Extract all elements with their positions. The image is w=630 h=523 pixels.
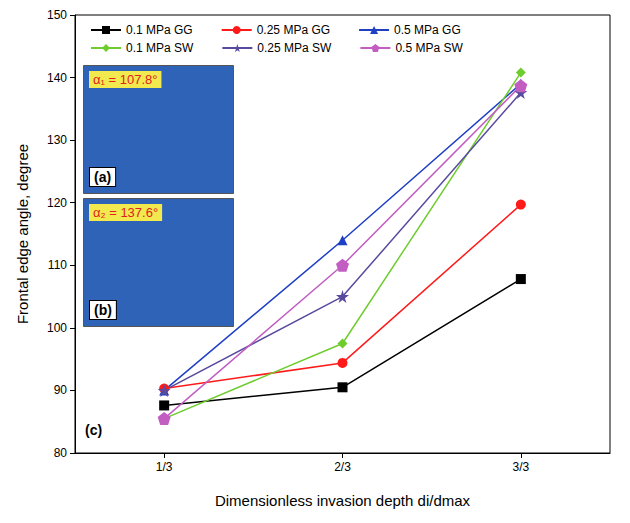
svg-text:1/3: 1/3 <box>156 460 173 474</box>
svg-text:0.5 MPa GG: 0.5 MPa GG <box>394 23 461 37</box>
svg-text:(b): (b) <box>94 302 112 318</box>
svg-text:(c): (c) <box>85 422 102 438</box>
svg-text:0.5 MPa SW: 0.5 MPa SW <box>395 41 463 55</box>
svg-text:80: 80 <box>54 446 68 460</box>
svg-text:α₂ = 137.6°: α₂ = 137.6° <box>93 205 158 220</box>
svg-text:0.1 MPa GG: 0.1 MPa GG <box>126 23 193 37</box>
svg-text:α₁ = 107.8°: α₁ = 107.8° <box>93 72 157 87</box>
svg-text:0.1 MPa SW: 0.1 MPa SW <box>126 41 194 55</box>
svg-text:130: 130 <box>47 133 67 147</box>
svg-text:120: 120 <box>47 196 67 210</box>
svg-text:(a): (a) <box>94 169 111 185</box>
svg-text:3/3: 3/3 <box>512 460 529 474</box>
svg-text:Frontal edge angle, degree: Frontal edge angle, degree <box>14 144 31 324</box>
svg-text:0.25 MPa GG: 0.25 MPa GG <box>257 23 330 37</box>
svg-text:Dimensionless invasion depth d: Dimensionless invasion depth di/dmax <box>215 492 471 509</box>
svg-text:140: 140 <box>47 71 67 85</box>
svg-text:0.25 MPa SW: 0.25 MPa SW <box>257 41 332 55</box>
svg-text:2/3: 2/3 <box>334 460 351 474</box>
svg-text:100: 100 <box>47 321 67 335</box>
svg-text:150: 150 <box>47 8 67 22</box>
svg-text:90: 90 <box>54 383 68 397</box>
svg-text:110: 110 <box>48 258 67 272</box>
